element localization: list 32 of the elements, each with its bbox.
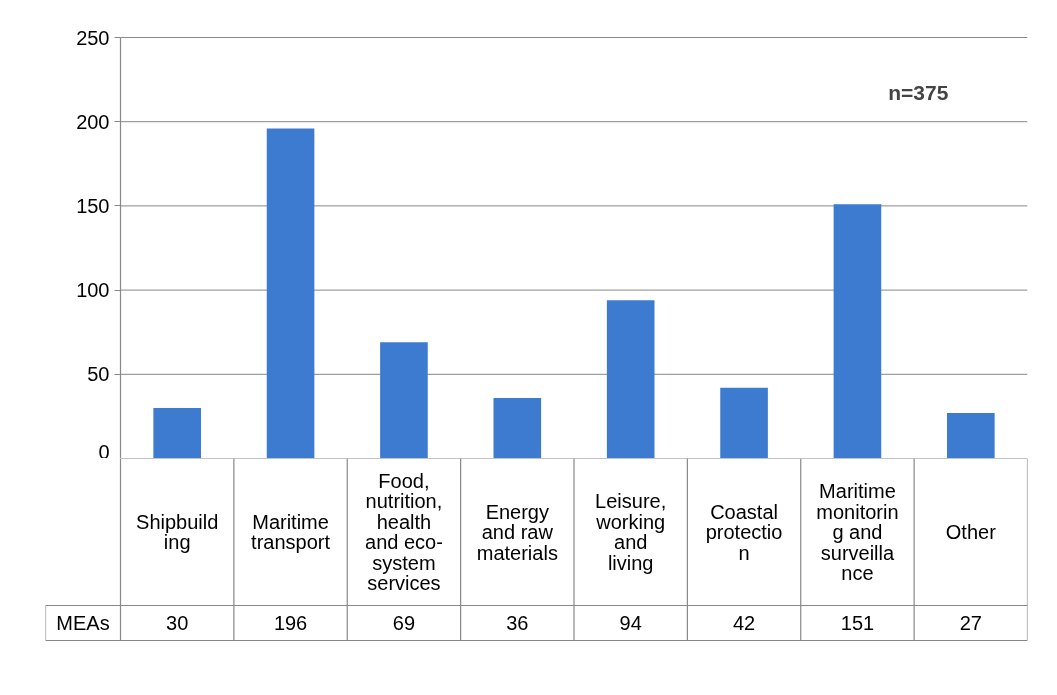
x-tick-label: Energy and raw materials bbox=[476, 500, 558, 564]
bar bbox=[266, 128, 315, 458]
y-tick-label: 50 bbox=[87, 363, 110, 386]
data-label: 42 bbox=[732, 612, 756, 634]
bar bbox=[720, 387, 768, 458]
x-tick-label: Maritime transport bbox=[251, 510, 331, 554]
x-tick-label: Other bbox=[945, 521, 997, 543]
data-label: 30 bbox=[166, 612, 189, 634]
x-tick-label: Coastal protection bbox=[705, 500, 783, 564]
x-tick-label: Shipbuilding bbox=[136, 510, 219, 554]
y-tick-label: 250 bbox=[76, 26, 110, 49]
bar bbox=[947, 413, 995, 458]
bar bbox=[380, 342, 428, 458]
y-tick-label: 200 bbox=[76, 110, 110, 133]
x-tick-label: Food, nutrition, health and eco-system services bbox=[365, 469, 443, 595]
data-label: 36 bbox=[506, 612, 529, 634]
data-label: 151 bbox=[840, 612, 875, 634]
y-tick-label: 100 bbox=[76, 279, 110, 302]
bar bbox=[153, 407, 201, 458]
text: MEAs bbox=[56, 612, 110, 634]
y-tick-label: 0 bbox=[98, 440, 110, 463]
y-tick-label: 150 bbox=[76, 194, 110, 217]
annotation: n=375 bbox=[888, 81, 949, 104]
data-label: 69 bbox=[392, 612, 416, 634]
data-label: 94 bbox=[619, 612, 642, 634]
data-label: 196 bbox=[273, 612, 308, 634]
data-label: 27 bbox=[959, 612, 982, 634]
bar bbox=[833, 204, 882, 458]
bar bbox=[493, 397, 542, 458]
x-tick-label: Leisure, working and living bbox=[595, 490, 667, 574]
x-tick-label: Maritime monitoring and surveillance bbox=[816, 480, 899, 584]
bar bbox=[606, 300, 655, 458]
